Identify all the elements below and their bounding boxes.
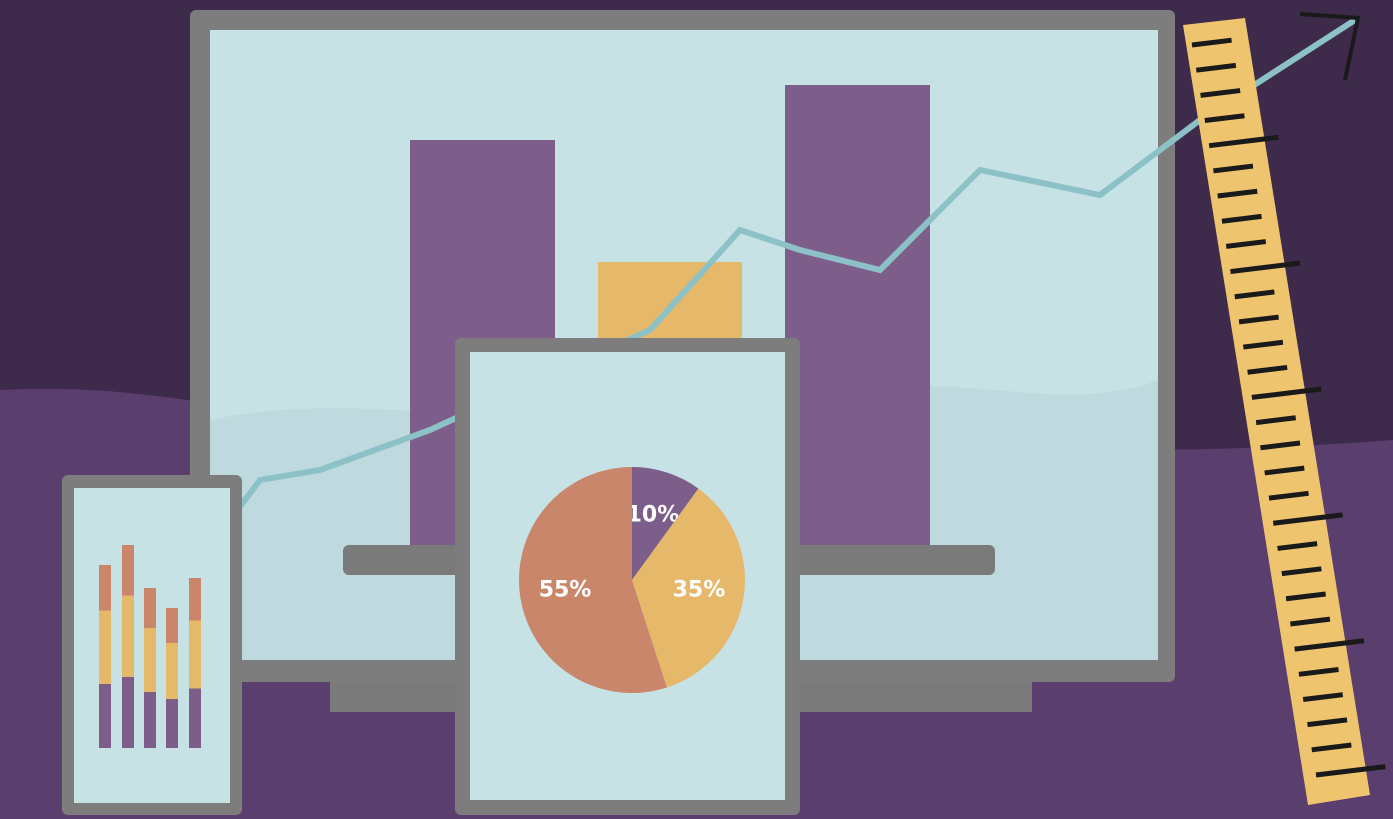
ruler-tick — [1281, 566, 1322, 577]
ruler-tick — [1200, 88, 1241, 98]
ruler-tick — [1238, 314, 1279, 325]
ruler-tick — [1302, 692, 1344, 702]
phone-bar — [122, 595, 134, 677]
phone-bar — [189, 578, 201, 621]
ruler-tick — [1217, 188, 1258, 199]
ruler-ticks — [1191, 37, 1386, 778]
ruler-tick — [1272, 512, 1343, 526]
ruler-tick — [1298, 667, 1339, 677]
ruler-tick — [1191, 37, 1232, 48]
ruler-tick — [1221, 213, 1262, 224]
ruler-tick — [1255, 415, 1297, 426]
ruler-tick — [1208, 134, 1279, 149]
phone-bar — [99, 683, 111, 748]
ruler-tick — [1225, 239, 1267, 249]
ruler-tick — [1247, 364, 1288, 375]
ruler-tick — [1234, 289, 1275, 300]
phone-bars — [99, 545, 201, 748]
ruler-tick — [1230, 260, 1301, 275]
ruler-tick — [1285, 591, 1326, 602]
phone-bar — [189, 688, 201, 748]
ruler-tick — [1311, 742, 1352, 753]
pie-label: 55% — [539, 578, 592, 603]
ruler-tick — [1243, 339, 1284, 350]
phone-bar — [166, 699, 178, 748]
ruler-tick — [1294, 638, 1365, 652]
pie-chart: 10% 35% 55% — [518, 467, 746, 693]
phone-bar — [166, 643, 178, 699]
ruler-tick — [1277, 541, 1318, 551]
ruler-tick — [1251, 386, 1322, 400]
ruler-tick — [1204, 113, 1245, 123]
ruler-tick — [1260, 440, 1301, 451]
ruler-tick — [1290, 616, 1331, 627]
arrow-head — [1299, 12, 1361, 81]
pie-slice — [518, 467, 667, 693]
ruler-tick — [1213, 163, 1254, 174]
small-bar — [598, 262, 742, 342]
pie-label: 35% — [673, 578, 726, 603]
big-bar — [785, 85, 930, 545]
phone-bar — [99, 610, 111, 684]
trend-line — [117, 17, 1357, 672]
phone-bar — [189, 620, 201, 689]
phone-bar — [122, 545, 134, 596]
pie-label: 10% — [627, 503, 680, 528]
pie-slice — [632, 488, 746, 688]
ruler-tick — [1268, 490, 1309, 501]
ruler-tick — [1315, 764, 1386, 778]
phone-bar — [144, 628, 156, 692]
phone-bar — [99, 565, 111, 611]
ruler — [1183, 18, 1370, 805]
ruler-tick — [1264, 465, 1305, 476]
ruler-tick — [1307, 717, 1348, 728]
phone-bar — [166, 608, 178, 643]
pie-slice — [632, 467, 699, 580]
phone-bar — [144, 588, 156, 628]
ruler-tick — [1195, 62, 1237, 73]
phone-bar — [144, 692, 156, 748]
phone-bar — [122, 676, 134, 748]
